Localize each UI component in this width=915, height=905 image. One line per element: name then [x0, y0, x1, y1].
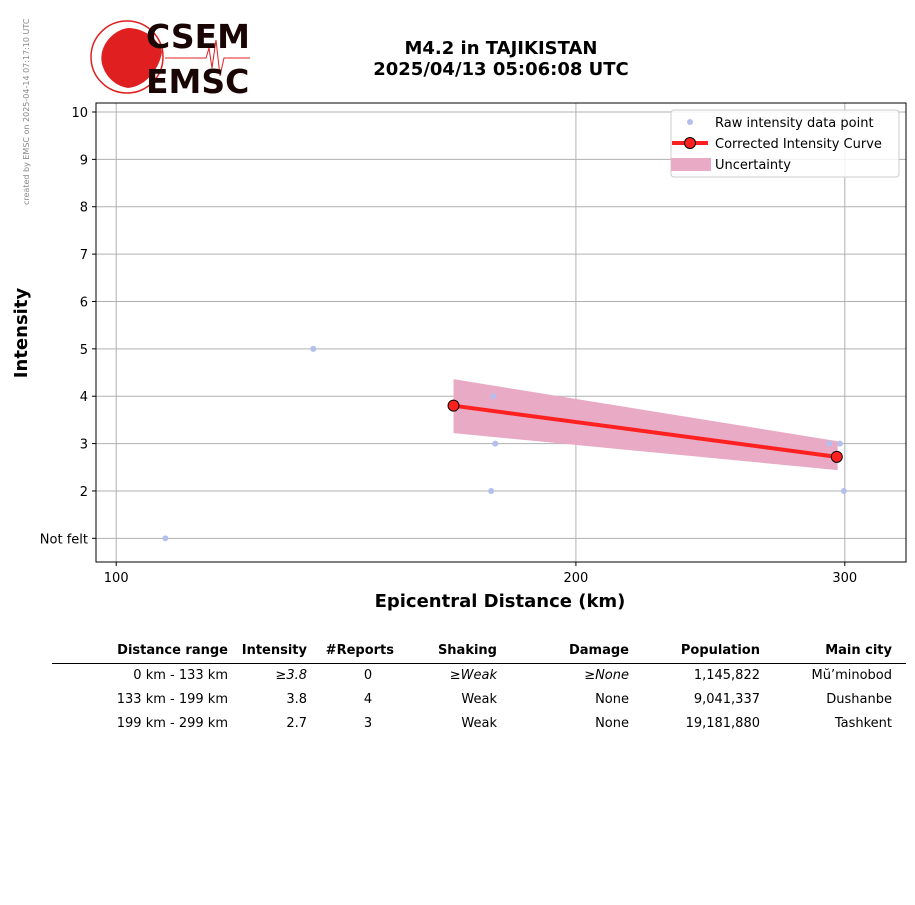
table-header-cell: #Reports — [325, 643, 394, 658]
emsc-logo: CSEM EMSC — [90, 17, 250, 98]
table-cell-range: 199 km - 299 km — [116, 716, 228, 731]
table-cell-intensity: 2.7 — [286, 716, 307, 731]
table-cell-range: 0 km - 133 km — [133, 668, 228, 683]
table-header-cell: Intensity — [241, 643, 307, 658]
table-cell-city: Dushanbe — [826, 692, 892, 707]
logo-text-bottom: EMSC — [146, 62, 249, 98]
chart-title: M4.2 in TAJIKISTAN 2025/04/13 05:06:08 U… — [300, 38, 702, 80]
y-tick-label: 6 — [80, 295, 88, 310]
table-cell-intensity: ≥3.8 — [275, 668, 307, 683]
title-line-time: 2025/04/13 05:06:08 UTC — [373, 59, 629, 80]
legend-band-swatch — [671, 158, 711, 171]
title-line-event: M4.2 in TAJIKISTAN — [404, 38, 598, 59]
x-axis-label: Epicentral Distance (km) — [375, 591, 626, 612]
table-cell-reports: 0 — [363, 668, 373, 683]
table-cell-range: 133 km - 199 km — [116, 692, 228, 707]
table-cell-shaking: Weak — [461, 716, 497, 731]
table-cell-damage: None — [595, 692, 629, 707]
raw-intensity-point — [840, 487, 847, 494]
raw-intensity-point — [836, 440, 843, 447]
table-header-cell: Damage — [568, 643, 629, 658]
table-header-cell: Population — [680, 643, 760, 658]
raw-intensity-point — [310, 345, 317, 352]
legend-curve-label: Corrected Intensity Curve — [715, 137, 882, 152]
y-tick-label: 2 — [80, 485, 88, 500]
y-tick-label: 8 — [80, 201, 88, 216]
legend-box — [670, 109, 900, 178]
y-tick-label: 10 — [71, 106, 88, 121]
y-tick-label: Not felt — [40, 532, 88, 547]
y-tick-label: 7 — [80, 248, 88, 263]
table-cell-shaking: ≥Weak — [449, 668, 497, 683]
raw-intensity-point — [490, 393, 497, 400]
y-axis-label: Intensity — [11, 288, 32, 379]
legend-raw-marker — [687, 119, 693, 125]
table-cell-city: Tashkent — [834, 716, 892, 731]
table-cell-reports: 4 — [363, 692, 373, 707]
raw-intensity-point — [488, 487, 495, 494]
table-cell-city: Mŭ’minobod — [811, 668, 892, 683]
table-header-rule — [52, 663, 906, 664]
uncertainty-band — [453, 379, 838, 471]
table-header-cell: Distance range — [117, 643, 228, 658]
legend-raw-label: Raw intensity data point — [715, 116, 874, 131]
curve-endpoint — [830, 450, 843, 463]
intensity-chart: Not felt 2 3 4 5 6 7 8 9 10 100 200 300 Epicentral D… — [11, 102, 907, 612]
legend-band-label: Uncertainty — [715, 158, 791, 173]
table-cell-population: 1,145,822 — [693, 668, 760, 683]
legend-curve-marker — [684, 137, 696, 149]
y-tick-label: 4 — [80, 390, 88, 405]
x-tick-label: 200 — [563, 571, 588, 586]
table-header-cell: Main city — [825, 643, 892, 658]
x-tick-label: 100 — [104, 571, 129, 586]
table-cell-shaking: Weak — [461, 692, 497, 707]
raw-intensity-point — [162, 535, 169, 542]
table-cell-reports: 3 — [363, 716, 373, 731]
table-cell-damage: None — [595, 716, 629, 731]
plot-frame — [95, 102, 907, 563]
x-tick-label: 300 — [832, 571, 857, 586]
table-header-cell: Shaking — [437, 643, 497, 658]
table-cell-damage: ≥None — [584, 668, 629, 683]
logo-text-top: CSEM — [146, 17, 250, 56]
table-cell-intensity: 3.8 — [286, 692, 307, 707]
y-tick-label: 9 — [80, 153, 88, 168]
table-cell-population: 9,041,337 — [693, 692, 760, 707]
y-tick-label: 5 — [80, 343, 88, 358]
corrected-intensity-curve — [453, 403, 838, 459]
raw-intensity-point — [492, 440, 499, 447]
legend: Raw intensity data point Corrected Inten… — [670, 109, 900, 178]
y-tick-label: 3 — [80, 438, 88, 453]
raw-intensity-point — [826, 440, 833, 447]
curve-endpoint — [447, 399, 460, 412]
table-cell-population: 19,181,880 — [685, 716, 760, 731]
